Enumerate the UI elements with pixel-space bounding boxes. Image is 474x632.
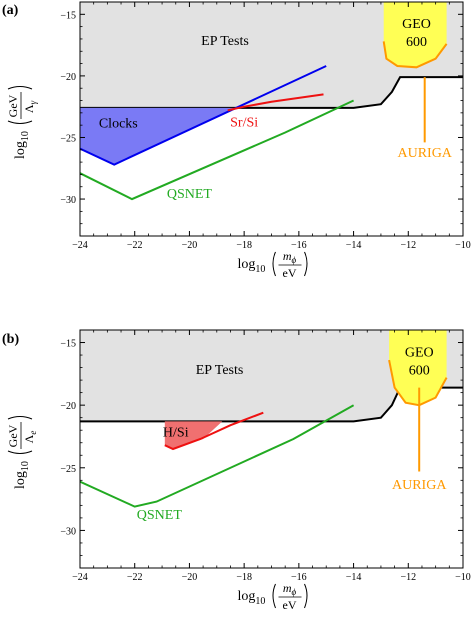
region-ep-tests-boundary xyxy=(80,76,463,109)
plot-area xyxy=(80,330,463,508)
region-ep-tests-label: EP Tests xyxy=(196,363,244,378)
region-h-si-label: H/Si xyxy=(163,425,189,440)
y-axis-label-numerator: GeV xyxy=(6,424,20,447)
region-geo-600-boundary xyxy=(388,359,448,407)
x-tick-label: −12 xyxy=(400,240,416,251)
y-axis-label-paren-right xyxy=(7,86,33,90)
x-tick-label: −12 xyxy=(400,572,416,583)
region-geo-600-label-line: 600 xyxy=(409,363,430,378)
x-tick-label: −10 xyxy=(455,572,471,583)
y-axis-label-sub: 10 xyxy=(20,131,31,141)
y-tick-label: −15 xyxy=(60,10,76,21)
y-axis-label-prefix: log10 xyxy=(13,131,31,159)
x-axis-label-paren-left xyxy=(272,583,276,609)
x-axis-label-denominator: eV xyxy=(283,266,297,280)
x-axis-label-prefix: log10 xyxy=(238,589,266,607)
x-tick-label: −18 xyxy=(236,240,252,251)
y-tick-label: −20 xyxy=(60,401,76,412)
y-tick-label: −30 xyxy=(60,195,76,206)
x-axis-label-prefix: log10 xyxy=(238,257,266,275)
y-axis-label-denominator-sub: e xyxy=(28,431,38,435)
series-auriga-label: AURIGA xyxy=(392,478,447,493)
x-axis-label-sub: 10 xyxy=(255,596,265,607)
x-axis-label-numerator-sub: ϕ xyxy=(292,587,297,597)
x-tick-label: −16 xyxy=(291,572,307,583)
x-tick-label: −18 xyxy=(236,572,252,583)
x-tick-label: −14 xyxy=(346,572,362,583)
region-geo-600-label-line: GEO xyxy=(405,345,434,360)
y-axis-label-paren-right xyxy=(7,416,33,420)
x-tick-label: −10 xyxy=(455,240,471,251)
region-ep-tests-fill xyxy=(80,330,463,422)
x-axis-label-numerator: mϕ xyxy=(283,249,297,265)
x-tick-label: −22 xyxy=(127,240,143,251)
plot-area xyxy=(80,2,463,201)
y-axis-label-denominator: Λγ xyxy=(22,100,38,113)
y-axis-label: log10 GeV Λe xyxy=(6,416,38,489)
y-tick-label: −30 xyxy=(60,526,76,537)
series-qsnet-label: QSNET xyxy=(137,508,183,523)
series-auriga-label: AURIGA xyxy=(397,146,452,161)
y-axis-label-denominator: Λe xyxy=(22,431,38,444)
y-axis-label-sub: 10 xyxy=(20,461,31,471)
x-tick-label: −20 xyxy=(182,572,198,583)
y-tick-label: −25 xyxy=(60,133,76,144)
y-tick-label: −25 xyxy=(60,464,76,475)
y-axis-label-paren-left xyxy=(7,120,33,124)
series-qsnet-line xyxy=(80,99,355,201)
x-tick-label: −20 xyxy=(182,240,198,251)
x-tick-label: −16 xyxy=(291,240,307,251)
panel-label: (a) xyxy=(2,3,19,18)
region-geo-600-boundary xyxy=(382,41,448,69)
region-h-si-line xyxy=(164,411,264,451)
y-axis-label: log10 GeV Λγ xyxy=(6,86,38,159)
x-tick-label: −14 xyxy=(346,240,362,251)
y-axis-label-numerator: GeV xyxy=(6,94,20,117)
x-tick-label: −24 xyxy=(72,572,88,583)
x-tick-label: −22 xyxy=(127,572,143,583)
x-axis-label-paren-right xyxy=(304,251,308,277)
region-geo-600-fill xyxy=(383,2,447,68)
chart-panel-2: EP Tests H/Si GEO 600 QSNET AURIGA −24 −22 −20 −1… xyxy=(2,329,471,612)
y-axis-label-prefix: log10 xyxy=(13,461,31,489)
region-h-si-fill xyxy=(164,421,223,449)
region-geo-600-label: GEO 600 xyxy=(405,345,434,378)
region-clocks-fill xyxy=(80,107,236,165)
x-axis-label-denominator: eV xyxy=(283,598,297,612)
series-sr-si-line xyxy=(227,93,324,112)
region-geo-600-fill xyxy=(389,330,447,406)
region-ep-tests-fill xyxy=(80,2,463,108)
chart-panel-1: EP Tests Clocks GEO 600 QSNET Sr/Si AURIGA −24 −… xyxy=(2,1,471,280)
x-tick-label: −24 xyxy=(72,240,88,251)
x-axis-label-paren-right xyxy=(304,583,308,609)
series-qsnet-line xyxy=(80,404,355,508)
region-geo-600-label-line: GEO xyxy=(402,17,431,32)
y-tick-label: −15 xyxy=(60,339,76,350)
region-geo-600-label: GEO 600 xyxy=(402,17,431,50)
series-qsnet-label: QSNET xyxy=(167,187,213,202)
region-ep-tests-label: EP Tests xyxy=(201,34,249,49)
region-geo-600-label-line: 600 xyxy=(406,35,427,50)
region-clocks-line xyxy=(80,65,327,166)
y-tick-label: −20 xyxy=(60,72,76,83)
series-sr-si-label: Sr/Si xyxy=(230,115,258,130)
region-clocks-label: Clocks xyxy=(99,117,138,132)
x-axis-label-sub: 10 xyxy=(255,264,265,275)
x-axis-label-numerator-sub: ϕ xyxy=(292,255,297,265)
panel-label: (b) xyxy=(2,332,19,347)
x-axis-label-paren-left xyxy=(272,251,276,277)
y-axis-label-denominator-sub: γ xyxy=(28,100,38,104)
y-axis-label-paren-left xyxy=(7,450,33,454)
x-axis-label-numerator: mϕ xyxy=(283,581,297,597)
